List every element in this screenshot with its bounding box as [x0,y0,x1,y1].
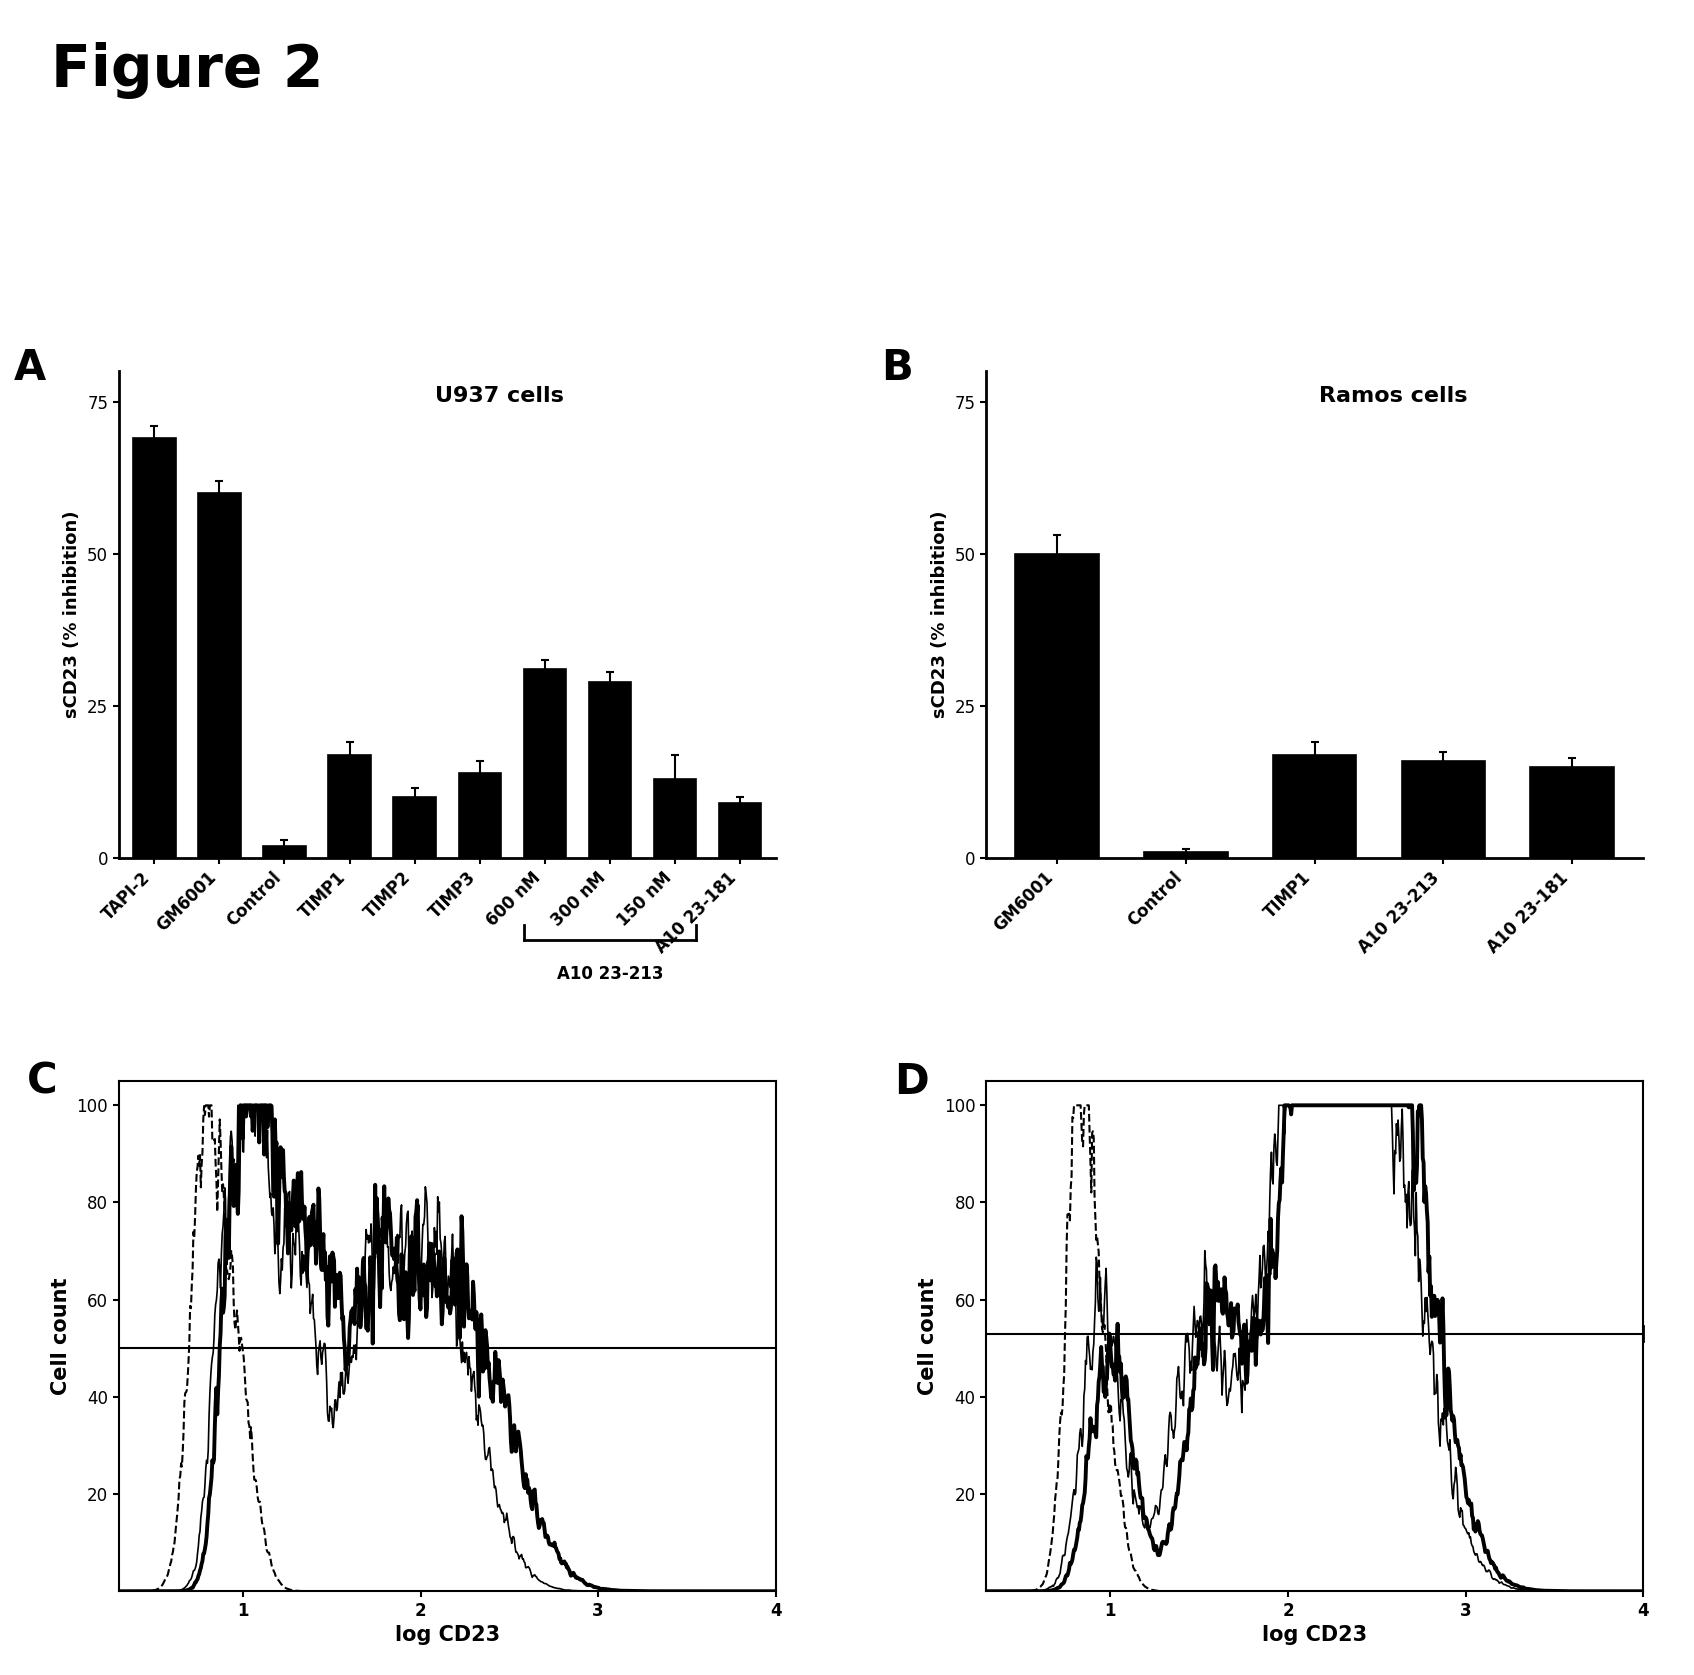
X-axis label: log CD23: log CD23 [1262,1625,1367,1645]
Y-axis label: sCD23 (% inhibition): sCD23 (% inhibition) [932,511,949,719]
Bar [654,779,696,858]
Bar [1272,755,1357,858]
Bar [459,772,501,858]
Text: Ramos cells: Ramos cells [1320,385,1467,405]
Bar [1401,760,1486,858]
Y-axis label: Cell count: Cell count [918,1278,938,1395]
Text: Figure 2: Figure 2 [51,42,324,99]
Text: D: D [894,1060,928,1102]
Bar [393,797,435,858]
Text: C: C [27,1060,58,1102]
Text: A10 23-213: A10 23-213 [557,965,662,983]
Bar [198,492,241,858]
Bar [718,804,761,858]
Bar [590,682,630,858]
Bar [134,439,176,858]
Y-axis label: Cell count: Cell count [51,1278,71,1395]
X-axis label: log CD23: log CD23 [395,1625,500,1645]
Bar [329,755,371,858]
Text: U937 cells: U937 cells [435,385,564,405]
Bar [263,846,305,858]
Bar [523,670,566,858]
Text: A: A [14,347,46,389]
Bar [1143,853,1228,858]
Text: B: B [881,347,913,389]
Bar [1015,554,1099,858]
Bar [1530,767,1614,858]
Y-axis label: sCD23 (% inhibition): sCD23 (% inhibition) [63,511,81,719]
